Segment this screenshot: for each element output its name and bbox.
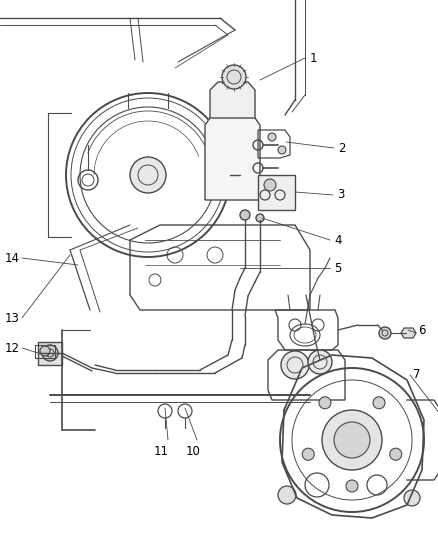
Text: 12: 12 [5,342,20,354]
Polygon shape [38,342,62,365]
Circle shape [264,179,276,191]
Polygon shape [210,82,255,120]
Circle shape [379,327,391,339]
Circle shape [322,410,382,470]
Circle shape [278,146,286,154]
Text: 6: 6 [418,324,425,336]
Text: 10: 10 [186,445,201,458]
Circle shape [302,448,314,460]
Circle shape [319,397,331,409]
Circle shape [222,65,246,89]
Circle shape [308,350,332,374]
Circle shape [40,346,50,356]
Circle shape [256,214,264,222]
Text: 2: 2 [338,141,346,155]
Circle shape [346,480,358,492]
Circle shape [278,486,296,504]
Polygon shape [258,175,295,210]
Circle shape [240,210,250,220]
Circle shape [390,448,402,460]
Text: 7: 7 [413,368,420,382]
Circle shape [281,351,309,379]
Text: 4: 4 [334,233,342,246]
Polygon shape [401,328,416,338]
Circle shape [42,345,58,361]
Circle shape [268,133,276,141]
Circle shape [373,397,385,409]
Text: 11: 11 [153,445,169,458]
Circle shape [404,490,420,506]
Text: 14: 14 [5,252,20,264]
Text: 1: 1 [310,52,318,64]
Text: 13: 13 [5,311,20,325]
Text: 5: 5 [334,262,341,274]
Circle shape [130,157,166,193]
Text: 3: 3 [337,189,344,201]
Polygon shape [205,118,260,200]
Circle shape [334,422,370,458]
